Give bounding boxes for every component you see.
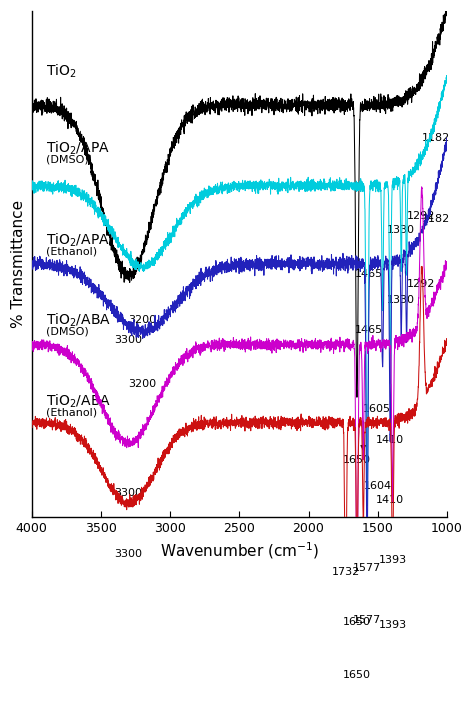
Text: 1182: 1182 — [422, 133, 450, 143]
Text: 1292: 1292 — [407, 279, 435, 289]
Text: 1650: 1650 — [343, 670, 371, 680]
Text: 1330: 1330 — [387, 295, 415, 305]
Text: 1182: 1182 — [422, 214, 450, 224]
Text: 1577: 1577 — [353, 614, 381, 625]
Text: 3300: 3300 — [115, 335, 143, 345]
Text: 3300: 3300 — [115, 489, 143, 498]
Text: 1650: 1650 — [343, 617, 371, 627]
Text: (Ethanol): (Ethanol) — [46, 247, 97, 257]
Text: 1465: 1465 — [355, 325, 383, 335]
Text: (DMSO): (DMSO) — [46, 326, 88, 337]
Text: (Ethanol): (Ethanol) — [46, 408, 97, 418]
Text: 1393: 1393 — [378, 620, 407, 630]
Text: 3200: 3200 — [128, 379, 156, 389]
Text: TiO$_2$/ABA: TiO$_2$/ABA — [46, 311, 110, 329]
Text: 1465: 1465 — [355, 270, 383, 279]
Y-axis label: % Transmittance: % Transmittance — [11, 200, 26, 328]
Text: 1650: 1650 — [343, 456, 371, 465]
X-axis label: Wavenumber (cm$^{-1}$): Wavenumber (cm$^{-1}$) — [160, 540, 319, 561]
Text: 1732: 1732 — [331, 567, 360, 577]
Text: 3200: 3200 — [128, 314, 156, 324]
Text: TiO$_2$/APA: TiO$_2$/APA — [46, 139, 109, 157]
Text: 1292: 1292 — [407, 211, 435, 221]
Text: (DMSO): (DMSO) — [46, 154, 88, 164]
Text: 3300: 3300 — [115, 548, 143, 559]
Text: 1410: 1410 — [376, 496, 404, 505]
Text: 1393: 1393 — [378, 555, 407, 565]
Text: 1604: 1604 — [364, 482, 392, 491]
Text: 1410: 1410 — [376, 435, 404, 445]
Text: TiO$_2$/ABA: TiO$_2$/ABA — [46, 392, 110, 410]
Text: TiO$_2$: TiO$_2$ — [46, 62, 76, 80]
Text: 1605: 1605 — [363, 404, 391, 413]
Text: 1330: 1330 — [387, 225, 415, 235]
Text: 1577: 1577 — [353, 563, 381, 574]
Text: TiO$_2$/APA: TiO$_2$/APA — [46, 232, 109, 249]
